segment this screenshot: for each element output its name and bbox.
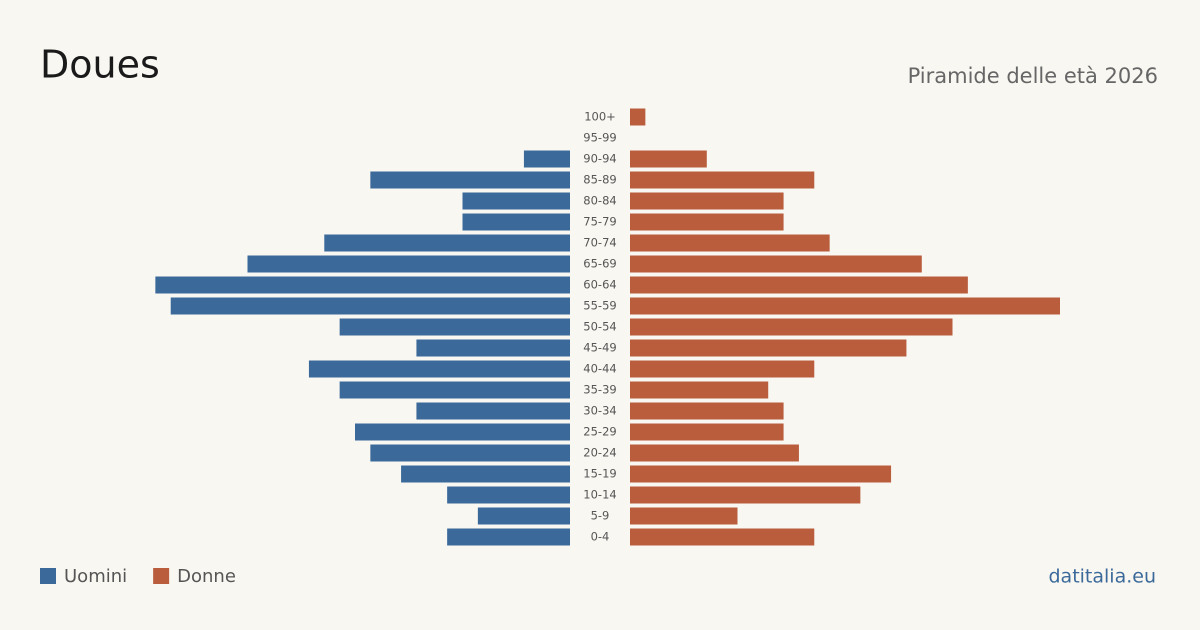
bar-men	[324, 234, 570, 252]
age-label: 40-44	[583, 362, 616, 376]
bar-men	[523, 150, 570, 168]
bar-men	[155, 276, 570, 294]
age-label: 60-64	[583, 278, 616, 292]
bar-women	[630, 528, 815, 546]
age-label: 0-4	[591, 530, 610, 544]
bar-women	[630, 444, 799, 462]
bar-women	[630, 318, 953, 336]
source: datitalia.eu	[1049, 566, 1157, 588]
age-label: 30-34	[583, 404, 616, 418]
age-label: 75-79	[583, 215, 616, 229]
age-label: 50-54	[583, 320, 616, 334]
legend-label: Uomini	[64, 566, 127, 587]
bar-women	[630, 234, 830, 252]
bar-women	[630, 276, 968, 294]
bar-men	[247, 255, 570, 273]
bar-men	[370, 444, 570, 462]
age-label: 10-14	[583, 488, 616, 502]
bar-women	[630, 486, 861, 504]
age-label: 55-59	[583, 299, 616, 313]
age-label: 70-74	[583, 236, 616, 250]
age-label: 100+	[584, 110, 616, 124]
bar-women	[630, 171, 815, 189]
bar-women	[630, 255, 922, 273]
bar-women	[630, 402, 784, 420]
bar-men	[416, 339, 570, 357]
age-label: 5-9	[591, 509, 610, 523]
age-label: 15-19	[583, 467, 616, 481]
age-label: 85-89	[583, 173, 616, 187]
bar-men	[370, 171, 570, 189]
legend-swatch	[40, 568, 56, 584]
bar-women	[630, 507, 738, 525]
bar-women	[630, 192, 784, 210]
bar-men	[477, 507, 570, 525]
bar-men	[401, 465, 570, 483]
bar-women	[630, 339, 907, 357]
age-label: 20-24	[583, 446, 616, 460]
bar-men	[447, 528, 570, 546]
bar-men	[355, 423, 570, 441]
age-label: 80-84	[583, 194, 616, 208]
bar-women	[630, 150, 707, 168]
age-label: 25-29	[583, 425, 616, 439]
bar-men	[308, 360, 570, 378]
legend-swatch	[153, 568, 170, 584]
bar-men	[339, 381, 570, 399]
legend-label: Donne	[177, 566, 236, 587]
bar-men	[416, 402, 570, 420]
bar-women	[630, 297, 1060, 315]
age-label: 95-99	[583, 131, 616, 145]
bar-women	[630, 213, 784, 231]
age-label: 35-39	[583, 383, 616, 397]
bar-men	[339, 318, 570, 336]
bar-women	[630, 108, 646, 126]
age-label: 90-94	[583, 152, 616, 166]
bar-men	[462, 192, 570, 210]
chart-title: Doues	[40, 43, 160, 87]
bar-women	[630, 465, 892, 483]
chart-subtitle: Piramide delle età 2026	[908, 64, 1158, 88]
bar-men	[170, 297, 570, 315]
bar-women	[630, 360, 815, 378]
age-label: 65-69	[583, 257, 616, 271]
bar-men	[447, 486, 570, 504]
bar-women	[630, 381, 769, 399]
bar-men	[462, 213, 570, 231]
age-label: 45-49	[583, 341, 616, 355]
bar-women	[630, 423, 784, 441]
